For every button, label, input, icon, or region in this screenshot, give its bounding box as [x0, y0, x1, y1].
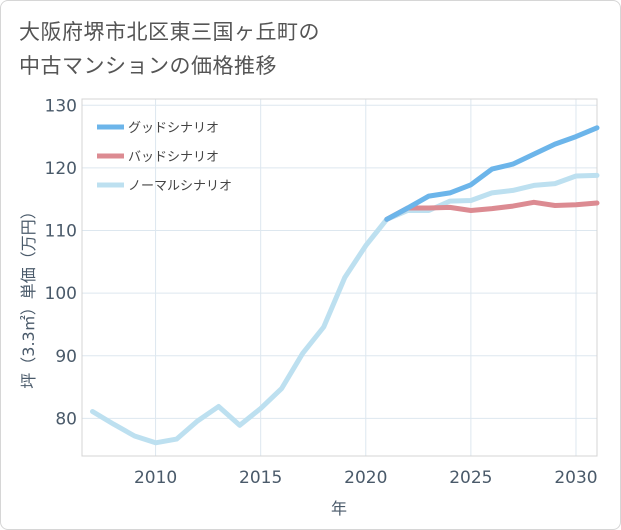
series-line-normal [90, 172, 600, 446]
tick-labels: 2010 2015 2020 2025 2030 80 90 100 110 120 130 [45, 96, 598, 488]
title-line-1: 大阪府堺市北区東三国ヶ丘町の [19, 20, 320, 44]
legend-label: ノーマルシナリオ [128, 179, 232, 194]
legend-label: グッドシナリオ [128, 121, 219, 136]
y-tick-label: 110 [45, 222, 77, 242]
x-tick-label: 2020 [344, 468, 387, 488]
y-axis-label: 坪（3.3㎡）単価（万円） [19, 203, 38, 388]
x-tick-label: 2015 [239, 468, 282, 488]
title-line-2: 中古マンションの価格推移 [19, 54, 277, 78]
series-layer [90, 125, 600, 446]
x-tick-label: 2025 [449, 468, 492, 488]
x-axis-label: 年 [331, 499, 347, 518]
y-tick-label: 100 [45, 284, 77, 304]
x-tick-label: 2010 [134, 468, 177, 488]
y-tick-label: 120 [45, 159, 77, 179]
grid-lines [82, 99, 597, 456]
legend-label: バッドシナリオ [128, 150, 219, 165]
y-tick-label: 90 [55, 347, 77, 367]
series-line-bad [384, 199, 600, 222]
y-tick-label: 80 [55, 409, 77, 429]
plot-area-border [81, 98, 598, 457]
chart-title: 大阪府堺市北区東三国ヶ丘町の 中古マンションの価格推移 [19, 15, 320, 83]
y-tick-label: 130 [45, 96, 77, 116]
x-tick-label: 2030 [554, 468, 597, 488]
series-line-good [384, 125, 600, 222]
